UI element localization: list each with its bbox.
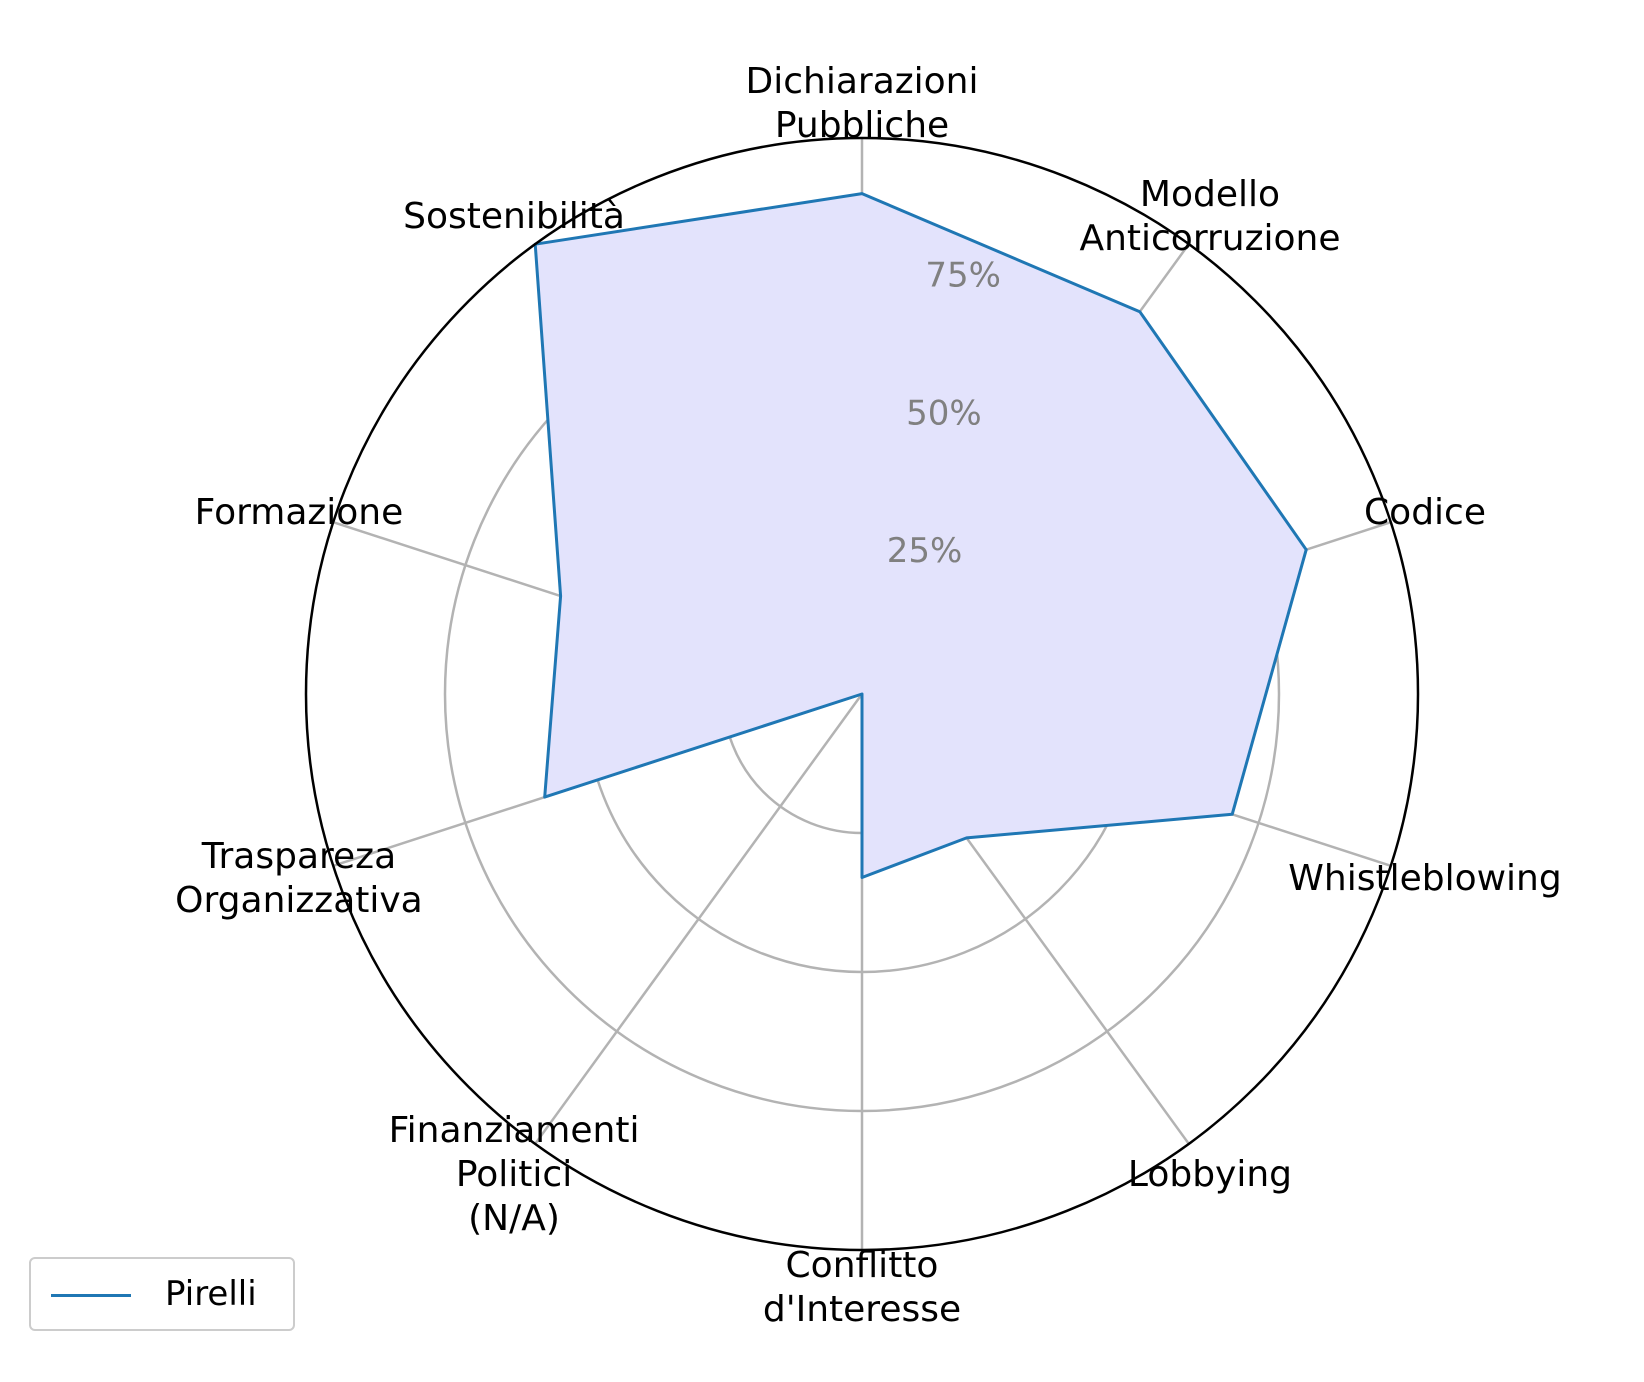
- category-label-8: Traspareza Organizzativa: [175, 836, 423, 921]
- category-label-9: Formazione: [195, 492, 404, 533]
- category-label-3: Codice: [1364, 492, 1486, 533]
- category-label-1: Dichiarazioni Pubbliche: [746, 61, 979, 146]
- radial-tick-label-3: 75%: [925, 256, 1001, 296]
- category-label-2: Modello Anticorruzione: [1079, 174, 1340, 259]
- spoke-7: [534, 693, 864, 1145]
- category-label-7: Finanziamenti Politici (N/A): [389, 1110, 640, 1239]
- radial-tick-label-2: 50%: [906, 393, 982, 433]
- category-label-4: Whistleblowing: [1288, 858, 1561, 899]
- series-layer: [533, 192, 1308, 879]
- series-line-1: [533, 192, 1308, 879]
- legend-label-pirelli: Pirelli: [165, 1274, 257, 1314]
- radial-tick-labels: 25% 50% 75%: [887, 256, 1001, 571]
- outer-frame: [304, 136, 1420, 1252]
- legend: Pirelli: [29, 1257, 295, 1331]
- category-label-6: Conflitto d'Interesse: [763, 1245, 961, 1330]
- radial-tick-label-1: 25%: [887, 531, 963, 571]
- category-label-10: Sostenibilità: [403, 196, 625, 237]
- legend-line-pirelli: [51, 1294, 131, 1297]
- series-area-1: [535, 193, 1307, 878]
- category-labels: Dichiarazioni Pubbliche Modello Anticorruzi…: [175, 61, 1562, 1330]
- category-label-5: Lobbying: [1128, 1154, 1292, 1195]
